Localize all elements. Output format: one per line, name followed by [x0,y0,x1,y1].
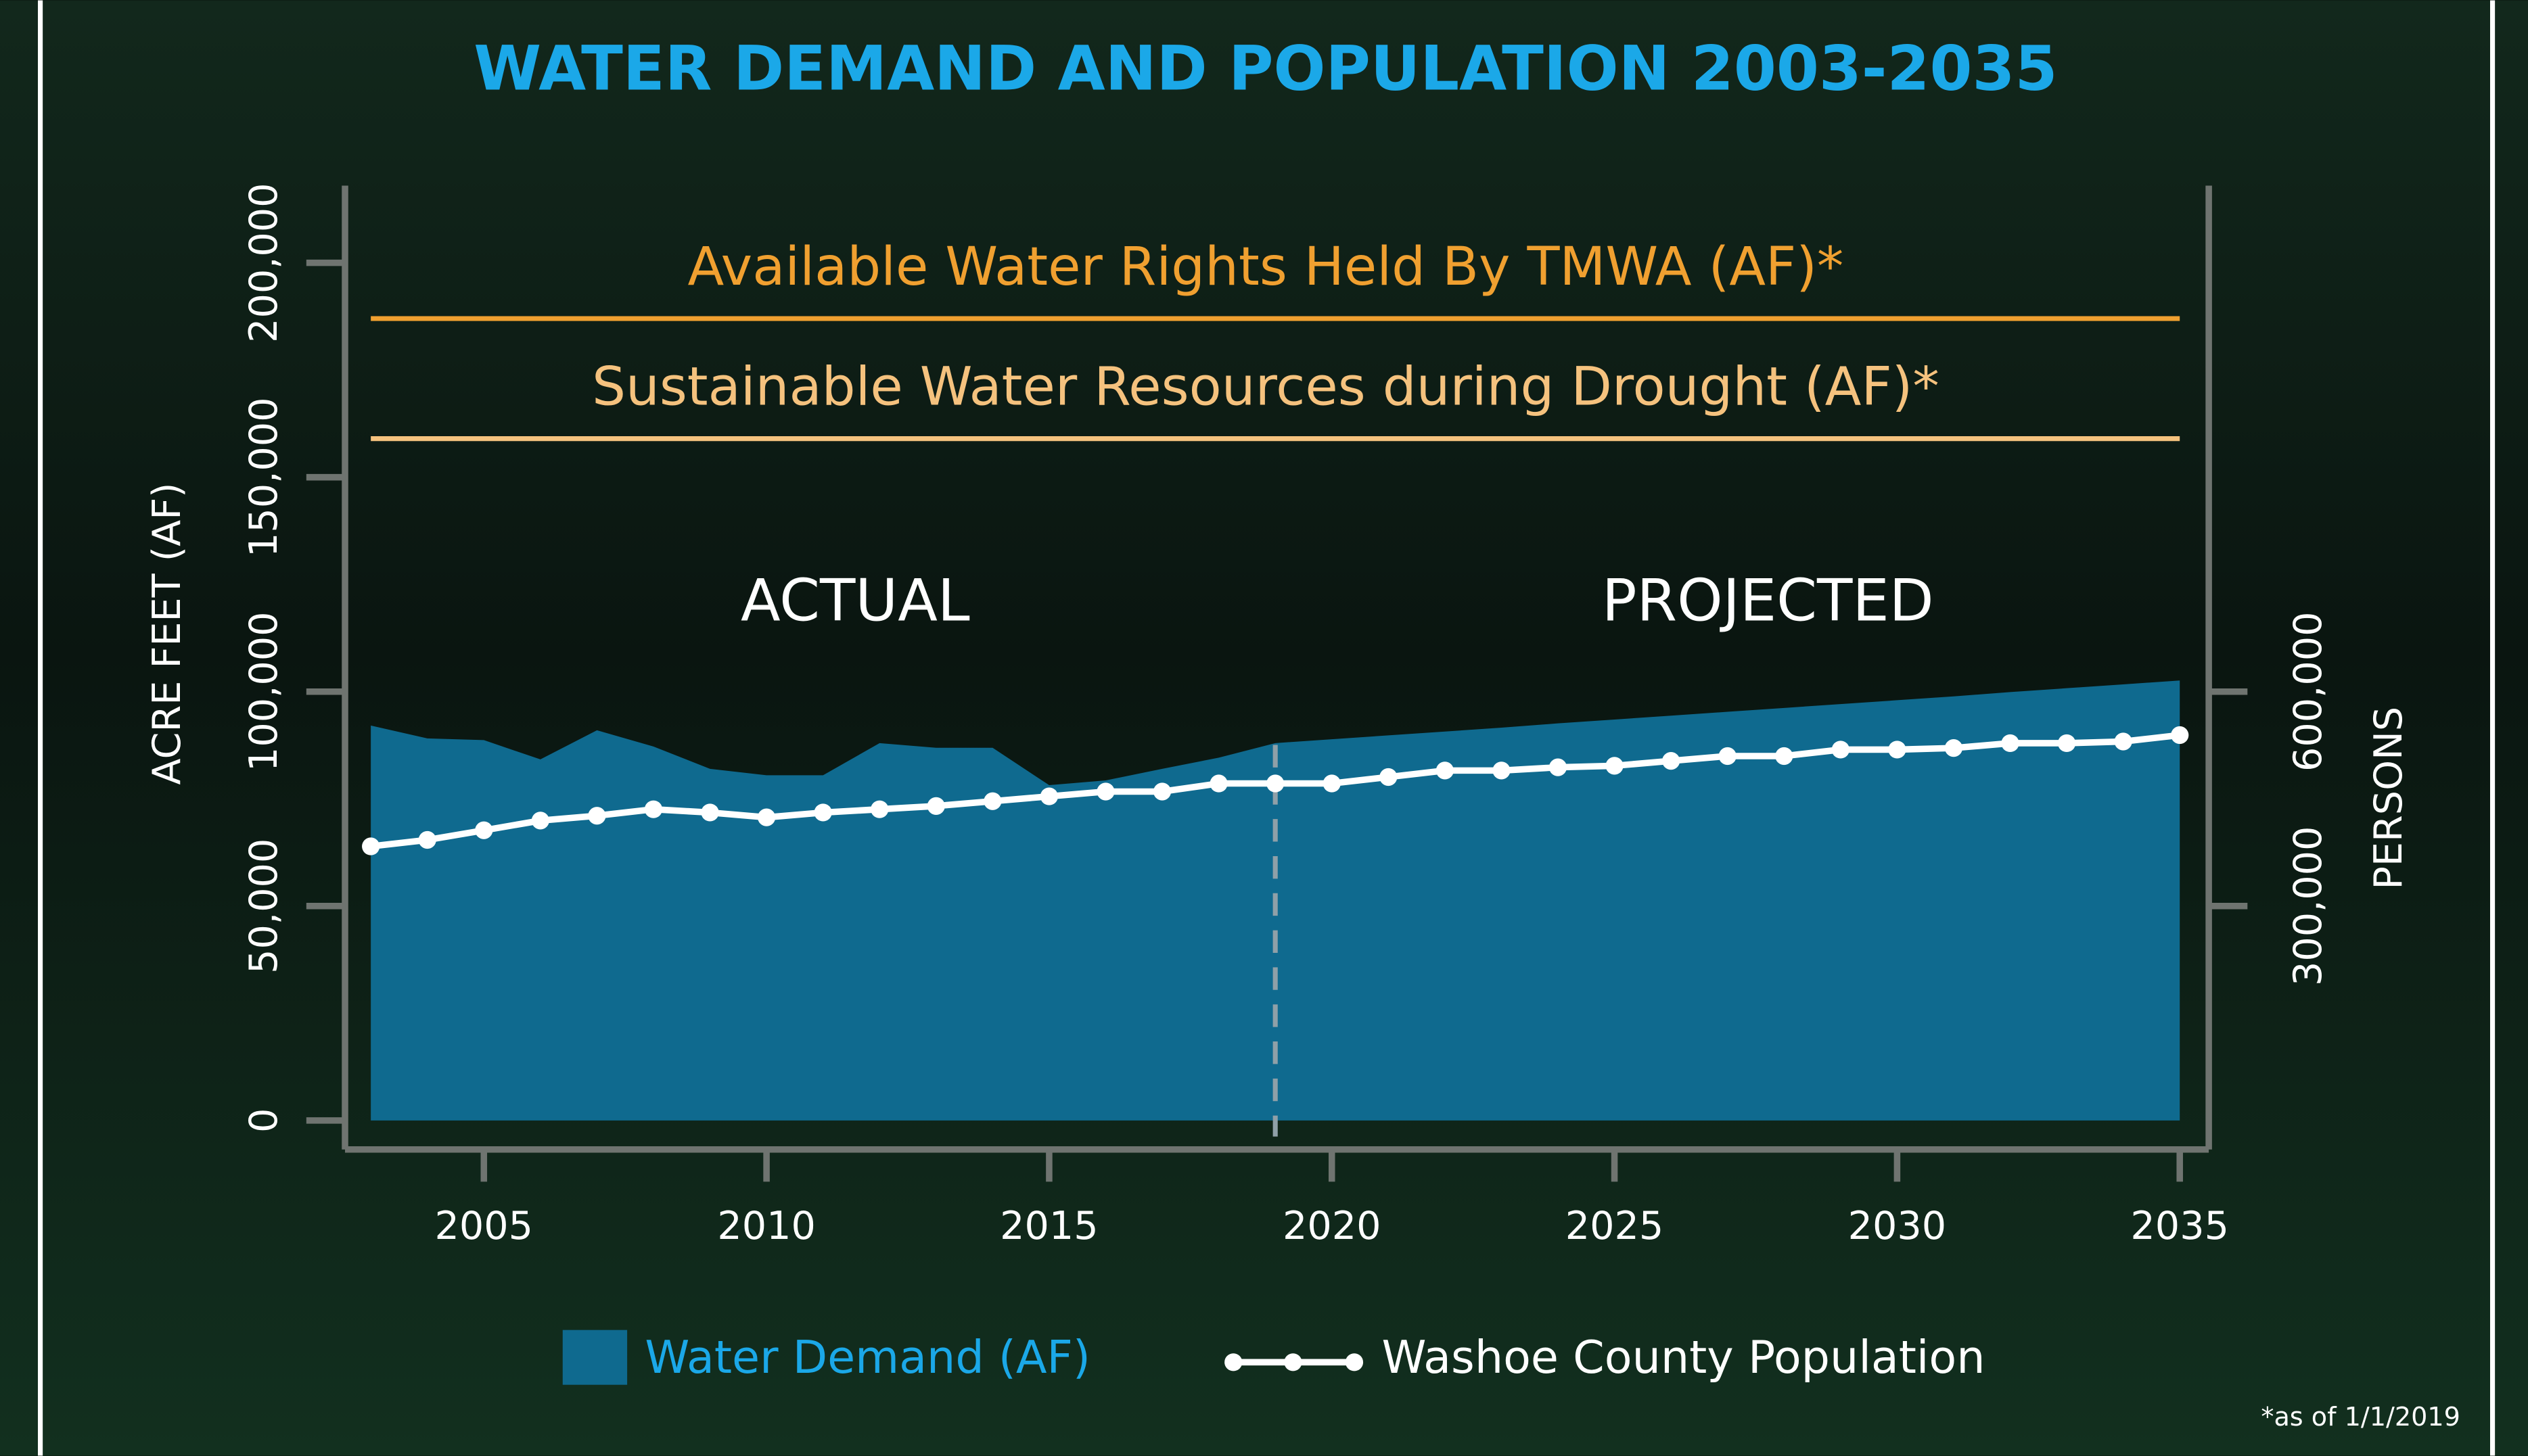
x-tick-label: 2035 [2130,1204,2229,1248]
point [362,837,380,855]
legend-swatch [1224,1353,1242,1371]
point [475,822,492,839]
point [984,793,1001,810]
point [927,797,945,815]
point [1662,752,1680,770]
chart: WATER DEMAND AND POPULATION 2003-2035 AC… [0,0,2528,1456]
point [645,801,662,818]
point [2058,734,2075,752]
point [1436,761,1454,779]
point [1492,761,1510,779]
point [1266,774,1284,792]
point [1719,747,1737,765]
x-tick-label: 2025 [1565,1204,1664,1248]
point [419,831,436,849]
point [701,803,718,821]
point [1945,739,1962,757]
point [1549,759,1567,776]
point [1323,774,1341,792]
point [1888,741,1906,758]
x-tick-label: 2010 [717,1204,816,1248]
legend-label: Washoe County Population [1381,1331,1985,1384]
annotation: PROJECTED [1602,567,1934,635]
x-tick-label: 2020 [1283,1204,1381,1248]
point [871,801,888,818]
chart-title: WATER DEMAND AND POPULATION 2003-2035 [474,34,2057,105]
point [1153,782,1171,800]
legend-swatch [1284,1353,1302,1371]
legend-label: Water Demand (AF) [645,1331,1090,1384]
reference-label: Sustainable Water Resources during Droug… [592,356,1939,418]
y-tick-label: 100,000 [242,611,286,772]
point [532,812,549,829]
y-tick-label: 200,000 [242,183,286,343]
y2-axis-title: PERSONS [2366,707,2411,890]
point [1210,774,1228,792]
point [588,807,605,824]
y2-tick-label: 300,000 [2286,826,2330,987]
y-tick-label: 50,000 [242,839,286,974]
annotation: ACTUAL [741,567,970,635]
point [1379,768,1397,786]
y2-tick-label: 600,000 [2286,611,2330,772]
footnote: *as of 1/1/2019 [2261,1402,2460,1432]
point [1775,747,1793,765]
point [1605,757,1623,774]
y-tick-label: 0 [242,1108,286,1133]
page: {"chart_data":{"type":"area", "title":"W… [0,0,2528,1456]
x-tick-label: 2030 [1848,1204,1947,1248]
point [2115,732,2132,750]
point [814,803,832,821]
x-tick-label: 2005 [435,1204,534,1248]
point [2001,734,2019,752]
point [1832,741,1849,758]
point [1097,782,1114,800]
reference-label: Available Water Rights Held By TMWA (AF)… [688,235,1844,298]
y-axis-title: ACRE FEET (AF) [145,483,189,785]
point [2171,726,2188,744]
legend-swatch [1346,1353,1363,1371]
x-tick-label: 2015 [1000,1204,1099,1248]
y-tick-label: 150,000 [242,397,286,557]
point [758,809,775,826]
point [1040,787,1058,805]
legend-swatch [563,1330,627,1385]
